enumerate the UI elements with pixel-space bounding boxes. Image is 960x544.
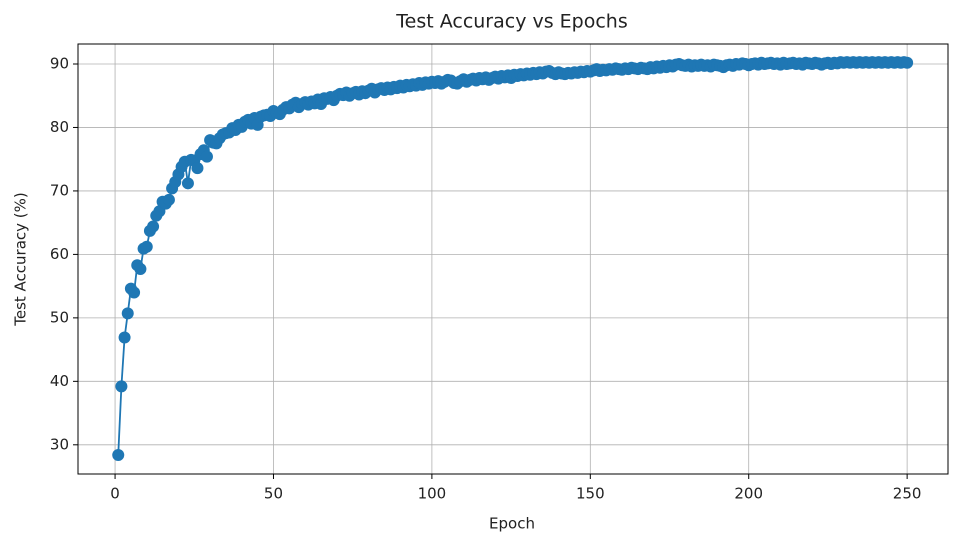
data-point: [181, 177, 194, 190]
x-tick-label: 100: [418, 485, 447, 503]
x-tick-label: 150: [576, 485, 605, 503]
x-tick-label: 50: [264, 485, 283, 503]
data-point: [134, 262, 147, 275]
y-tick-label: 90: [50, 54, 69, 72]
data-point: [115, 380, 128, 393]
plot-frame: [77, 43, 949, 475]
y-axis-label: Test Accuracy (%): [12, 192, 30, 327]
data-point: [162, 193, 175, 206]
data-point: [147, 220, 160, 233]
data-point: [112, 448, 125, 461]
data-point: [191, 162, 204, 175]
chart-title: Test Accuracy vs Epochs: [395, 11, 628, 33]
data-point: [118, 331, 131, 344]
y-tick-label: 30: [50, 435, 69, 453]
data-point: [121, 307, 134, 320]
data-point: [128, 286, 141, 299]
x-tick-label: 0: [110, 485, 120, 503]
y-tick-label: 50: [50, 308, 69, 326]
y-tick-label: 40: [50, 372, 69, 390]
y-tick-label: 60: [50, 245, 69, 263]
data-point: [901, 56, 914, 69]
y-tick-label: 80: [50, 118, 69, 136]
y-tick-label: 70: [50, 181, 69, 199]
data-point: [140, 240, 153, 253]
x-tick-label: 200: [734, 485, 763, 503]
data-point: [200, 150, 213, 163]
x-axis-label: Epoch: [489, 515, 535, 533]
x-tick-label: 250: [893, 485, 922, 503]
